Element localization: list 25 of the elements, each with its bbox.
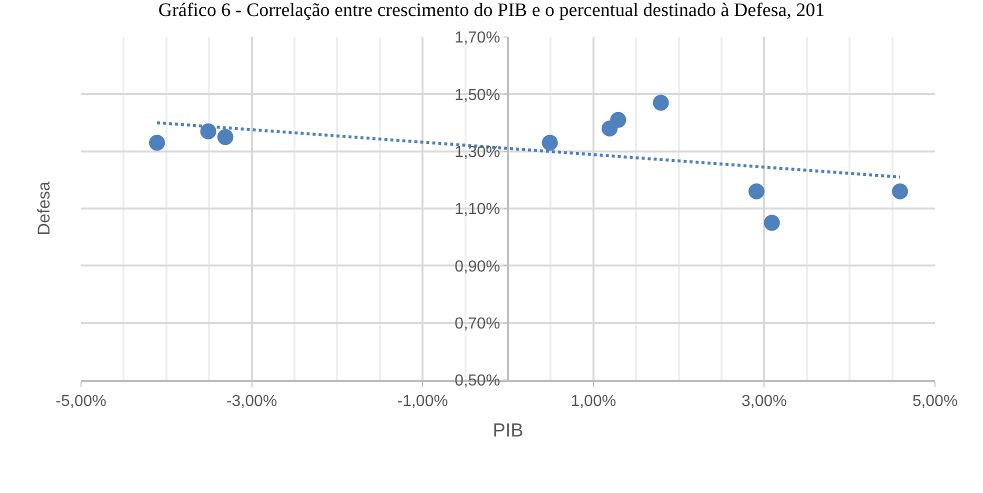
y-tick-label: 0,70% (454, 315, 500, 332)
chart-title: Gráfico 6 - Correlação entre crescimento do PIB e o percentual destinado à Defesa, 201 (158, 0, 825, 21)
point (200, 123, 216, 140)
x-tick-label: -3,00% (226, 392, 278, 410)
point (610, 112, 626, 128)
point (217, 129, 234, 146)
x-axis-title: PIB (492, 420, 524, 442)
point (652, 94, 669, 111)
y-tick-label: 1,70% (454, 30, 500, 47)
point (764, 214, 780, 231)
point (748, 183, 765, 200)
x-tick-label: -5,00% (56, 392, 106, 410)
y-tick-label: 0,50% (454, 372, 500, 390)
y-tick-label: 0,90% (454, 258, 500, 276)
x-tick-label: -1,00% (397, 392, 448, 410)
point (149, 134, 166, 151)
x-tick-label: 3,00% (742, 392, 787, 410)
y-axis-title: Defesa (34, 180, 54, 236)
point (892, 183, 908, 200)
point (542, 134, 558, 151)
y-tick-label: 1,10% (454, 201, 500, 218)
x-tick-label: 1,00% (570, 392, 616, 410)
y-tick-label: 1,50% (454, 86, 500, 104)
y-tick-label: 1,30% (454, 144, 500, 161)
x-tick-label: 5,00% (912, 392, 958, 410)
